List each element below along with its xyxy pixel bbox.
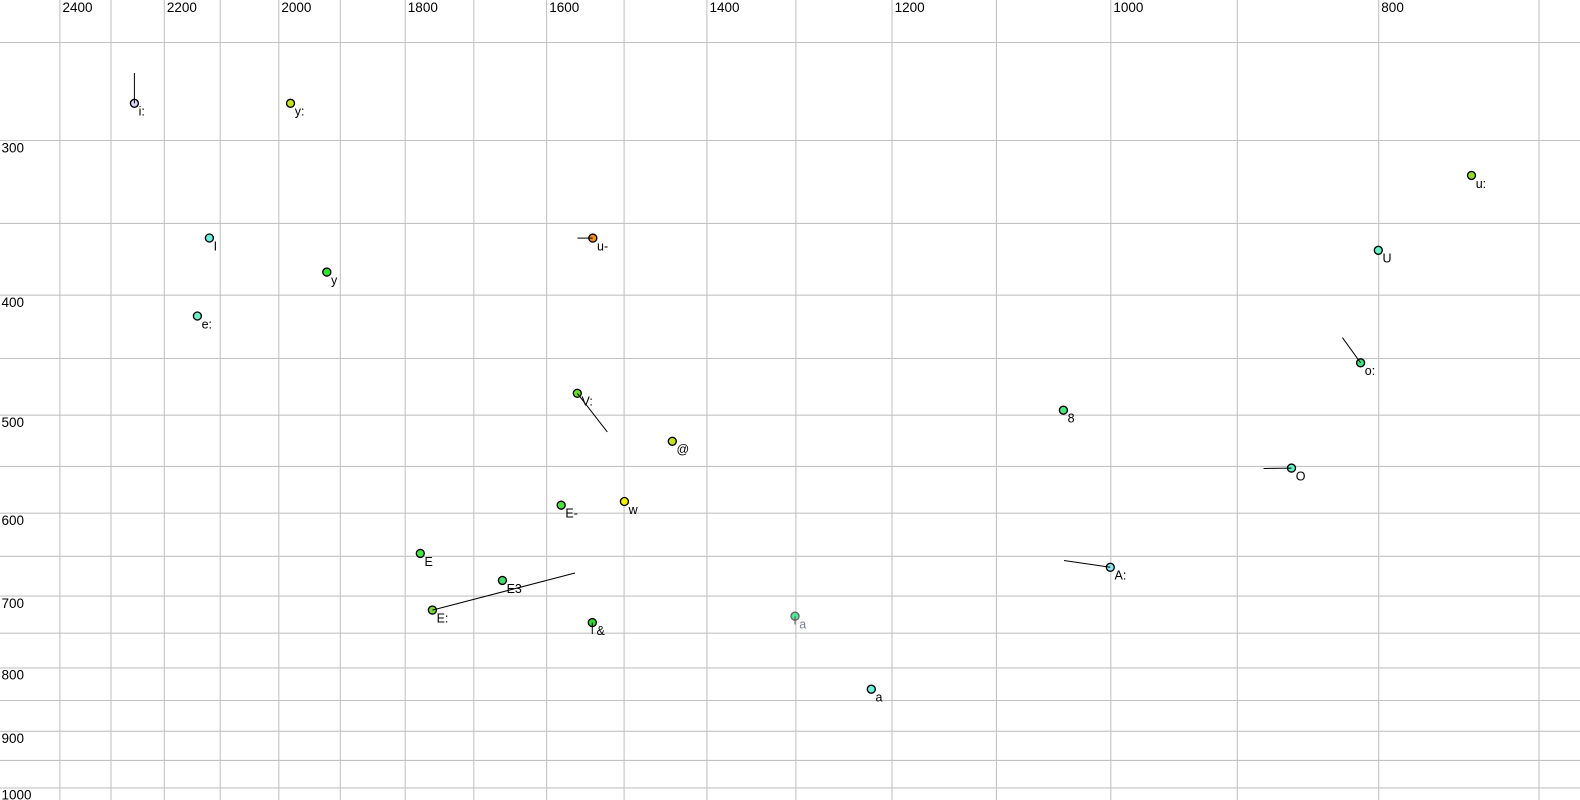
svg-text:u:: u: — [1476, 177, 1486, 191]
svg-text:1200: 1200 — [895, 0, 925, 15]
svg-text:800: 800 — [1381, 0, 1404, 15]
svg-text:1000: 1000 — [2, 788, 32, 800]
svg-text:E:: E: — [437, 612, 449, 626]
svg-text:@: @ — [677, 443, 690, 457]
svg-text:2200: 2200 — [167, 0, 197, 15]
svg-text:y: y — [331, 274, 338, 288]
svg-text:i:: i: — [139, 105, 145, 119]
svg-text:1000: 1000 — [1113, 0, 1143, 15]
svg-text:e:: e: — [202, 317, 212, 331]
svg-text:y:: y: — [295, 105, 305, 119]
svg-text:E-: E- — [565, 507, 578, 521]
svg-text:900: 900 — [2, 731, 25, 746]
svg-text:400: 400 — [2, 295, 25, 310]
svg-text:u-: u- — [597, 240, 608, 254]
svg-text:E3: E3 — [507, 582, 522, 596]
svg-text:U: U — [1383, 252, 1392, 266]
svg-text:w: w — [628, 503, 639, 517]
svg-text:A:: A: — [1115, 569, 1127, 583]
svg-text:E: E — [425, 555, 433, 569]
svg-text:I: I — [214, 239, 217, 253]
svg-text:300: 300 — [2, 140, 25, 155]
svg-text:&: & — [597, 624, 606, 638]
svg-text:1600: 1600 — [549, 0, 579, 15]
svg-text:2000: 2000 — [281, 0, 311, 15]
svg-text:600: 600 — [2, 513, 25, 528]
svg-text:V:: V: — [582, 395, 593, 409]
svg-text:8: 8 — [1068, 412, 1075, 426]
svg-text:500: 500 — [2, 415, 25, 430]
svg-text:a: a — [876, 691, 883, 705]
svg-text:700: 700 — [2, 596, 25, 611]
svg-text:2400: 2400 — [63, 0, 93, 15]
svg-text:o:: o: — [1365, 364, 1375, 378]
svg-text:1400: 1400 — [710, 0, 740, 15]
svg-text:1800: 1800 — [408, 0, 438, 15]
svg-text:800: 800 — [2, 668, 25, 683]
svg-text:a: a — [799, 618, 806, 632]
svg-text:O: O — [1296, 470, 1306, 484]
